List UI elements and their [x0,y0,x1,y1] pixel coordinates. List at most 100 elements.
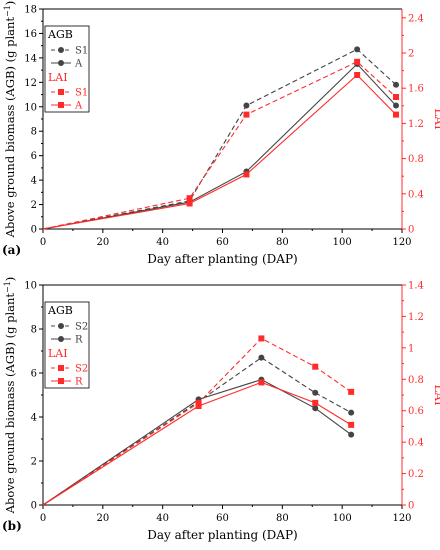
legend-marker-square [58,102,64,108]
y-tick-label: 10 [24,102,37,113]
y-tick-label: 4 [31,413,37,424]
legend-label: S2 [75,364,88,375]
x-tick-label: 20 [96,237,109,248]
y-tick-label: 0 [31,501,37,512]
data-point-square [186,195,193,202]
series-lai-r-solid [42,379,355,506]
chart-panel-1: 0 20 40 60 80 100 12002468101214161800.40.81.2… [2,1,440,266]
legend-label: S2 [75,322,88,333]
y-tick-label: 6 [31,151,37,162]
y-axis-title-main: Above ground biomass (AGB) (g plant [3,293,17,515]
y2-tick-label: 2 [408,49,414,60]
y-tick-label: 0 [31,225,37,236]
data-point-square [348,421,355,428]
y2-tick-label: 1.2 [408,312,424,323]
data-point-square [312,399,319,406]
series-agb-s2-dashed [42,354,355,506]
data-point-square [393,111,400,118]
legend-agb-title: AGB [47,304,73,317]
data-point-circle [243,102,250,109]
legend-label: R [75,377,83,388]
x-tick-label: 0 [40,237,46,248]
y2-tick-label: 0.4 [408,438,424,449]
legend-marker-circle [58,60,64,66]
y-tick-label: 16 [24,29,37,40]
legend-marker-circle [58,323,64,329]
x-tick-label: 20 [96,513,109,524]
y-axis-title-sup: −1 [3,5,12,17]
legend-marker-square [58,365,64,371]
y-axis-title: Above ground biomass (AGB) (g plant−1) [3,1,17,239]
series-line [42,356,352,506]
series-line [42,74,397,230]
y2-tick-label: 2.4 [408,13,424,24]
legend: AGB LAI S2 R S2 R [44,301,90,389]
series-agb-a-solid [42,61,400,230]
data-point-circle [393,102,400,109]
y2-tick-label: 0 [408,501,414,512]
x-tick-label: 120 [392,513,411,524]
y2-tick-label: 1.4 [408,281,424,292]
y-tick-label: 14 [24,53,37,64]
series-agb-s1-dashed [42,46,400,230]
data-point-square [186,200,193,207]
y2-tick-label: 0 [408,225,414,236]
y2-tick-label: 0.8 [408,375,424,386]
data-point-square [195,403,202,409]
y-tick-label: 10 [24,281,37,292]
y-axis-title-sup: −1 [3,281,12,293]
data-point-square [258,335,265,342]
y-tick-label: 18 [24,5,37,16]
y2-axis-title: LAI [432,108,440,130]
series-line [42,63,397,230]
data-point-square [354,72,361,78]
chart-panel-2: 0 20 40 60 80 100 120024681000.20.40.60.811.21… [2,277,440,542]
legend-marker-square [58,378,64,384]
data-point-circle [312,389,319,396]
y2-tick-label: 0.8 [408,154,424,165]
legend-label: A [74,59,83,70]
y-tick-label: 2 [31,200,37,211]
panel-label: (b) [2,519,22,533]
data-point-circle [348,409,355,416]
y2-tick-label: 0.6 [408,406,424,417]
data-point-square [243,171,250,178]
legend: AGB LAI S1 A S1 A [44,25,90,113]
y-tick-label: 6 [31,369,37,380]
data-point-circle [312,405,319,412]
legend-marker-circle [58,47,64,53]
y2-tick-label: 0.2 [408,469,424,480]
legend-label: R [75,335,83,346]
x-tick-label: 100 [333,237,352,248]
legend-label: A [74,101,83,112]
y-axis-title: Above ground biomass (AGB) (g plant−1) [3,277,17,515]
series-agb-r-solid [42,376,355,506]
legend-agb-title: AGB [47,28,73,41]
y-axis-title-close: ) [3,277,17,282]
y-tick-label: 12 [24,78,37,89]
legend-label: S1 [75,46,88,57]
data-point-circle [354,46,361,53]
x-tick-label: 80 [276,513,289,524]
series-lai-s1-dashed [42,58,400,230]
x-tick-label: 100 [333,513,352,524]
y2-tick-label: 1.2 [408,119,424,130]
data-point-circle [393,81,400,88]
data-point-square [348,388,355,395]
series-line [42,48,397,230]
data-point-square [243,111,250,118]
data-point-square [393,94,400,100]
data-point-square [258,379,265,386]
x-tick-label: 60 [216,513,229,524]
y-axis-title-main: Above ground biomass (AGB) (g plant [3,17,17,239]
x-tick-label: 120 [392,237,411,248]
y2-tick-label: 1 [408,343,414,354]
data-point-square [195,399,202,406]
x-tick-label: 40 [156,237,169,248]
legend-marker-circle [58,336,64,342]
x-axis-title: Day after planting (DAP) [147,528,297,542]
series-lai-a-solid [42,72,400,230]
legend-lai-title: LAI [48,71,68,84]
y2-axis-title: LAI [432,384,440,406]
